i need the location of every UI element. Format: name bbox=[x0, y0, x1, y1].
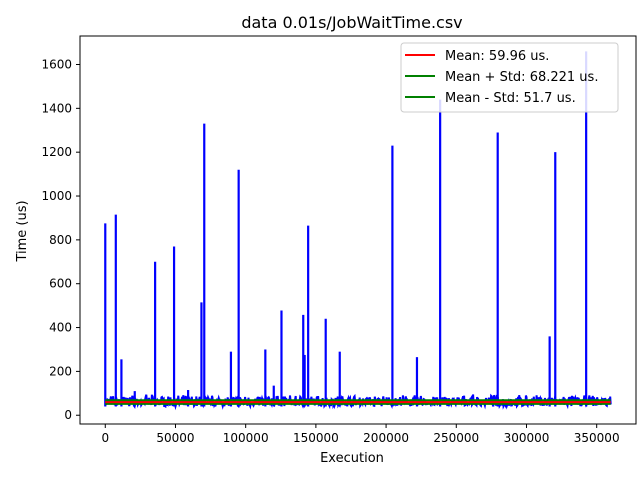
y-tick-label: 1000 bbox=[41, 189, 72, 203]
y-tick-label: 600 bbox=[49, 277, 72, 291]
x-tick-label: 100000 bbox=[223, 431, 269, 445]
axes-frame bbox=[79, 35, 637, 425]
y-tick-label: 800 bbox=[49, 233, 72, 247]
y-tick-label: 0 bbox=[64, 408, 72, 422]
y-tick-label: 400 bbox=[49, 321, 72, 335]
x-tick-label: 200000 bbox=[363, 431, 409, 445]
y-tick-label: 200 bbox=[49, 364, 72, 378]
legend-label-mean-plus-std: Mean + Std: 68.221 us. bbox=[445, 70, 598, 85]
chart-title: data 0.01s/JobWaitTime.csv bbox=[241, 13, 462, 32]
y-tick-label: 1600 bbox=[41, 57, 72, 71]
y-axis-label: Time (us) bbox=[15, 200, 30, 262]
x-tick-label: 250000 bbox=[433, 431, 479, 445]
y-tick-label: 1400 bbox=[41, 101, 72, 115]
legend: Mean: 59.96 us. Mean + Std: 68.221 us. M… bbox=[400, 42, 619, 113]
x-axis-label: Execution bbox=[320, 451, 384, 466]
x-tick-label: 350000 bbox=[574, 431, 620, 445]
x-tick-label: 150000 bbox=[293, 431, 339, 445]
legend-box bbox=[400, 42, 619, 113]
y-tick-label: 1200 bbox=[41, 145, 72, 159]
x-tick-label: 0 bbox=[101, 431, 109, 445]
x-tick-label: 50000 bbox=[156, 431, 194, 445]
axis-ticks: 0 50000 100000 150000 200000 250000 300000 3500… bbox=[41, 57, 619, 445]
legend-label-mean-minus-std: Mean - Std: 51.7 us. bbox=[445, 91, 576, 106]
legend-label-mean: Mean: 59.96 us. bbox=[445, 49, 549, 64]
x-tick-label: 300000 bbox=[504, 431, 550, 445]
